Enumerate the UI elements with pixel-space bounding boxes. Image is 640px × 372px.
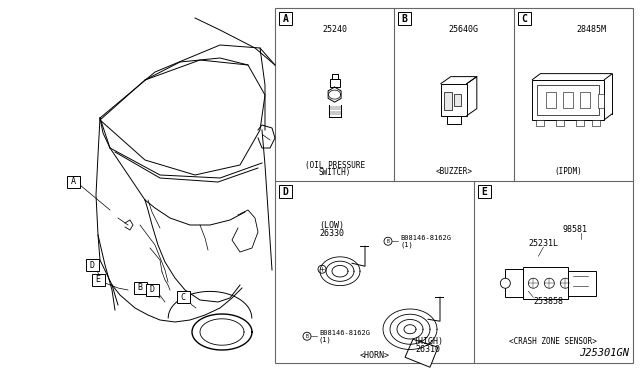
Circle shape (561, 278, 570, 288)
Bar (506, 269, 524, 297)
Bar (67, 176, 79, 188)
Text: E: E (481, 187, 487, 197)
Bar (398, 12, 412, 25)
Bar (563, 92, 573, 108)
Bar (547, 92, 556, 108)
Text: B: B (402, 13, 408, 23)
Text: B: B (387, 239, 389, 244)
Bar (593, 120, 600, 126)
Bar (454, 94, 461, 106)
Bar (577, 120, 584, 126)
Text: (HIGH): (HIGH) (413, 337, 443, 346)
Text: 98581: 98581 (563, 225, 588, 234)
Text: (OIL PRESSURE: (OIL PRESSURE (305, 161, 365, 170)
Bar (332, 74, 338, 78)
Bar (536, 120, 545, 126)
Text: B08146-8162G: B08146-8162G (319, 330, 370, 336)
Bar (279, 185, 292, 198)
Bar (275, 8, 633, 363)
Text: 28485M: 28485M (577, 26, 606, 35)
Text: B: B (305, 334, 308, 339)
Text: 25240: 25240 (322, 26, 347, 35)
Bar (444, 92, 452, 110)
Text: (LOW): (LOW) (319, 221, 344, 230)
Text: C: C (522, 13, 527, 23)
Polygon shape (405, 339, 438, 367)
Text: B08146-8162G: B08146-8162G (400, 235, 451, 241)
Text: D: D (150, 285, 154, 295)
Bar (518, 12, 531, 25)
Text: (1): (1) (319, 337, 332, 343)
Text: E: E (95, 276, 100, 285)
Text: <BUZZER>: <BUZZER> (435, 167, 472, 176)
Circle shape (318, 265, 326, 273)
Bar (441, 84, 467, 116)
Bar (86, 259, 99, 271)
Circle shape (529, 278, 538, 288)
Text: C: C (180, 292, 186, 301)
Text: 26330: 26330 (319, 229, 344, 238)
Text: (1): (1) (400, 242, 413, 248)
Text: 25640G: 25640G (449, 26, 479, 35)
Bar (177, 291, 189, 303)
Bar (279, 12, 292, 25)
Bar (568, 271, 596, 296)
Bar (524, 267, 568, 299)
Text: D: D (283, 187, 289, 197)
Bar (134, 282, 147, 294)
Bar (580, 92, 590, 108)
Text: 25231L: 25231L (529, 239, 558, 248)
Text: A: A (283, 13, 289, 23)
Circle shape (500, 278, 510, 288)
Bar (92, 274, 104, 286)
Bar (538, 84, 600, 115)
Text: B: B (138, 283, 143, 292)
Bar (330, 78, 340, 87)
Text: A: A (70, 177, 76, 186)
Circle shape (384, 237, 392, 245)
Circle shape (545, 278, 554, 288)
Bar (598, 94, 604, 108)
Circle shape (303, 332, 311, 340)
Text: SWITCH): SWITCH) (319, 168, 351, 177)
Text: <HORN>: <HORN> (359, 350, 389, 359)
Text: 253858: 253858 (533, 297, 563, 306)
Bar (447, 116, 461, 124)
Bar (556, 120, 564, 126)
Text: D: D (90, 260, 95, 269)
Bar (532, 80, 604, 120)
Text: J25301GN: J25301GN (579, 348, 629, 358)
Text: <CRASH ZONE SENSOR>: <CRASH ZONE SENSOR> (509, 337, 597, 346)
Text: 26310: 26310 (415, 345, 440, 354)
Bar (477, 185, 491, 198)
Text: (IPDM): (IPDM) (554, 167, 582, 176)
Bar (145, 284, 159, 296)
